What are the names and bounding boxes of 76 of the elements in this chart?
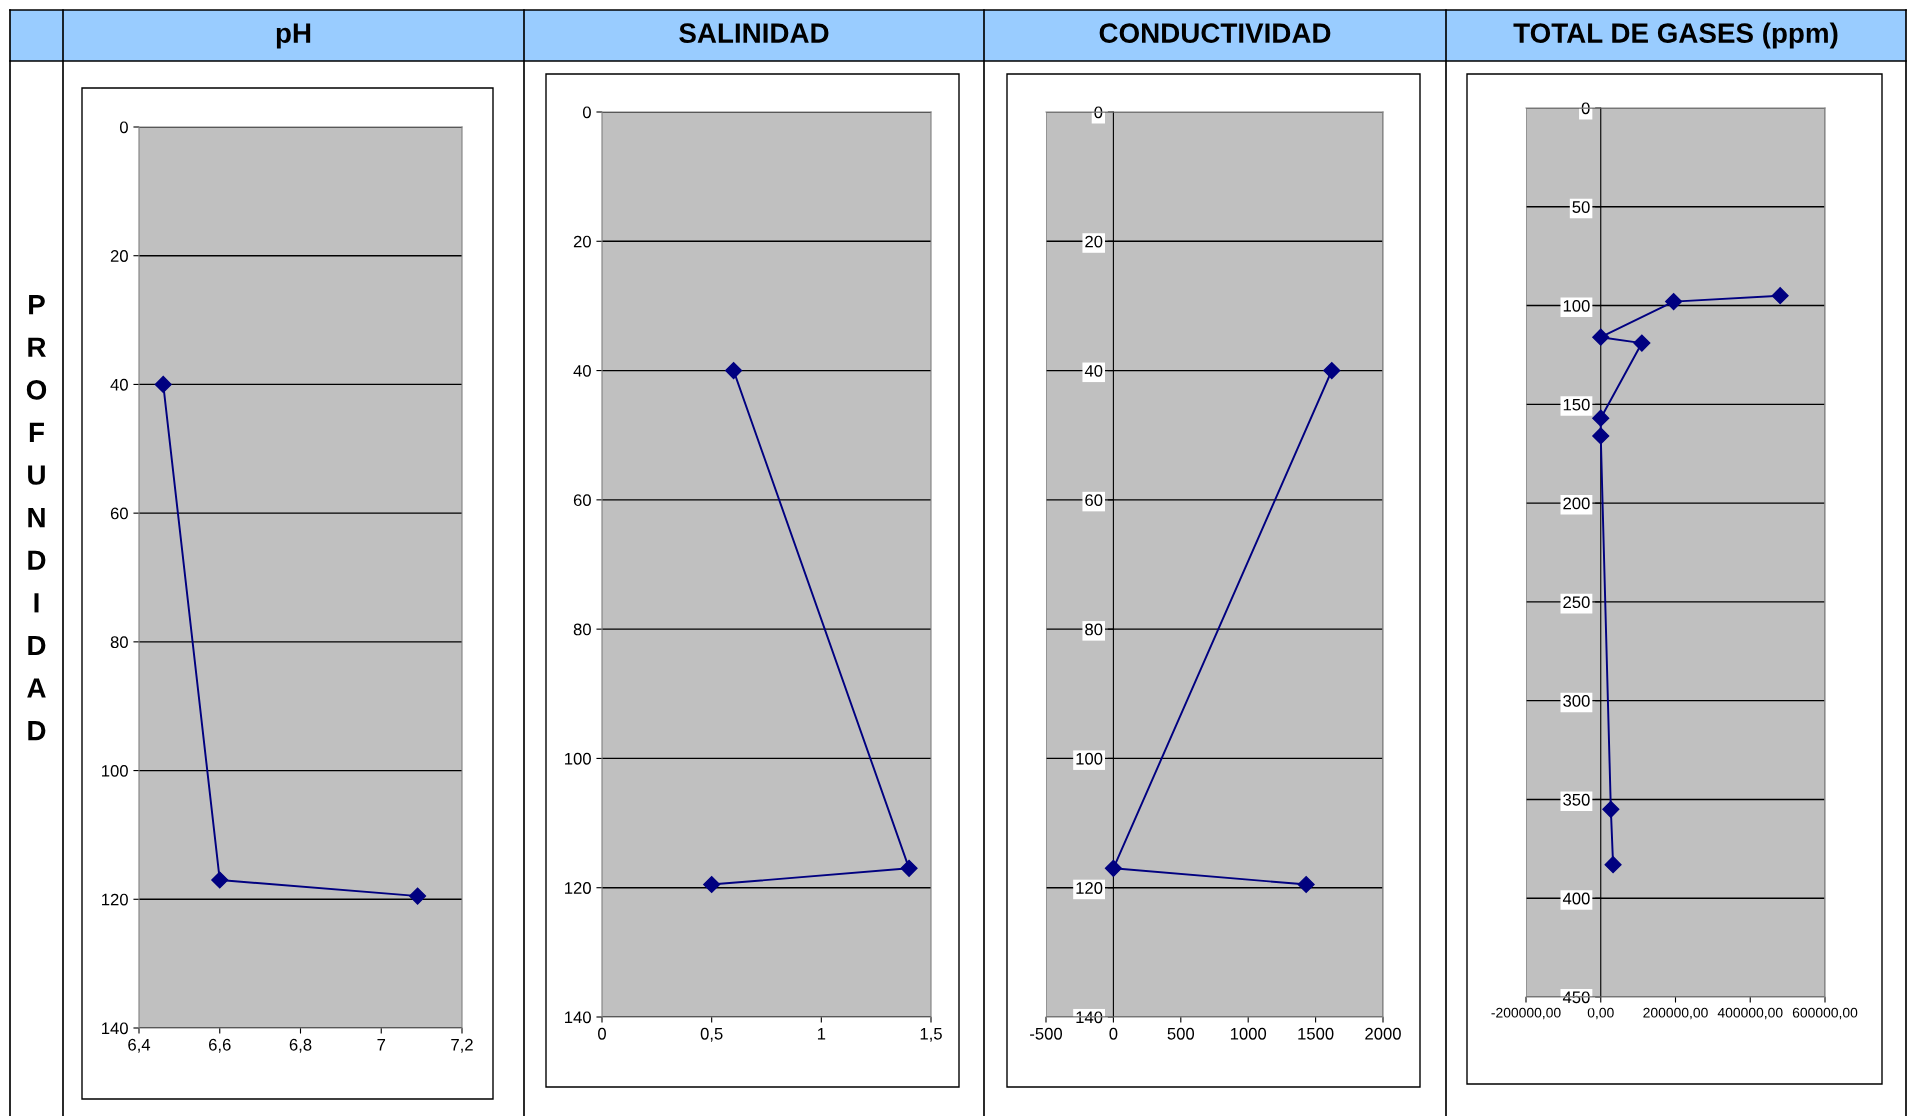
point (1592, 409, 1610, 427)
x-tick-label: 500 (1167, 1027, 1195, 1040)
y-tick-label: 0 (1581, 102, 1590, 115)
y-tick-label: 80 (1085, 623, 1103, 636)
point (1297, 875, 1315, 894)
y-tick-label: 300 (1563, 695, 1590, 707)
y-tick-label: 40 (573, 364, 591, 377)
x-tick-label: 0 (598, 1027, 606, 1040)
y-tick-label: 100 (1563, 299, 1590, 312)
y-tick-label: 50 (1572, 201, 1590, 213)
y-tick-label: 60 (573, 494, 591, 507)
x-tick-label: 1,5 (920, 1028, 942, 1042)
y-tick-label: 100 (1076, 752, 1103, 765)
chart-title: pH (276, 23, 311, 49)
chart-title: TOTAL DE GASES (ppm) (1513, 22, 1838, 49)
x-tick-label: 7,2 (451, 1038, 473, 1053)
x-tick-label: -500 (1030, 1027, 1063, 1040)
x-tick-label: 600000,00 (1792, 1007, 1858, 1020)
y-tick-label: 140 (565, 1011, 591, 1024)
y-tick-label: 400 (1562, 892, 1590, 905)
y-tick-label: 40 (1084, 364, 1103, 377)
point (1604, 856, 1622, 874)
point (1602, 800, 1620, 818)
x-tick-label: 200000,00 (1643, 1007, 1708, 1020)
y-tick-label: 120 (102, 893, 128, 906)
y-tick-label: 20 (573, 235, 591, 248)
point (1592, 328, 1610, 346)
y-tick-label: 60 (1085, 494, 1103, 507)
point (211, 871, 229, 889)
point (1592, 427, 1610, 445)
y-tick-label: 200 (1563, 497, 1590, 510)
point (725, 362, 743, 380)
point (1771, 287, 1789, 305)
y-tick-label: 0 (1094, 106, 1103, 119)
text: PROFUNDIDAD (26, 295, 47, 741)
x-tick-label: 0,5 (700, 1027, 723, 1042)
x-tick-label: 400000,00 (1717, 1007, 1783, 1020)
point (1665, 293, 1683, 311)
x-tick-label: 1000 (1230, 1027, 1267, 1040)
y-tick-label: 450 (1562, 991, 1590, 1004)
point (1633, 334, 1651, 352)
chart-title: SALINIDAD (679, 23, 829, 43)
y-tick-label: 140 (102, 1022, 128, 1035)
chart-title: CONDUCTIVIDAD (1099, 23, 1331, 43)
x-tick-label: 1 (817, 1028, 826, 1040)
y-tick-label: 20 (1085, 235, 1103, 248)
y-tick-label: 80 (110, 636, 128, 649)
point (703, 875, 721, 894)
y-tick-label: 20 (110, 250, 128, 262)
x-tick-label: 6,8 (289, 1038, 312, 1053)
y-tick-label: 350 (1563, 793, 1590, 806)
y-tick-label: 100 (565, 752, 591, 765)
y-tick-label: 150 (1563, 398, 1590, 411)
x-tick-label: 2000 (1365, 1027, 1401, 1040)
x-tick-label: 0 (1109, 1027, 1118, 1040)
y-tick-label: 0 (119, 121, 128, 134)
y-tick-label: 100 (102, 764, 128, 777)
x-tick-label: 1500 (1298, 1027, 1334, 1040)
x-tick-label: 6,6 (209, 1038, 231, 1053)
y-tick-label: 0 (582, 106, 591, 119)
y-tick-label: 120 (565, 882, 591, 894)
point (1323, 362, 1341, 380)
point (900, 859, 918, 877)
point (154, 375, 172, 393)
y-tick-label: 80 (573, 623, 591, 636)
y-tick-label: 40 (110, 378, 128, 391)
x-tick-label: -200000,00 (1491, 1007, 1561, 1020)
x-tick-label: 0,00 (1587, 1007, 1614, 1020)
y-tick-label: 60 (110, 507, 128, 520)
y-tick-label: 250 (1563, 596, 1590, 609)
x-tick-label: 6,4 (128, 1038, 151, 1053)
y-tick-label: 140 (1076, 1011, 1103, 1024)
point (409, 887, 427, 905)
point (1104, 859, 1122, 877)
x-tick-label: 7 (377, 1039, 386, 1051)
y-tick-label: 120 (1076, 882, 1103, 894)
